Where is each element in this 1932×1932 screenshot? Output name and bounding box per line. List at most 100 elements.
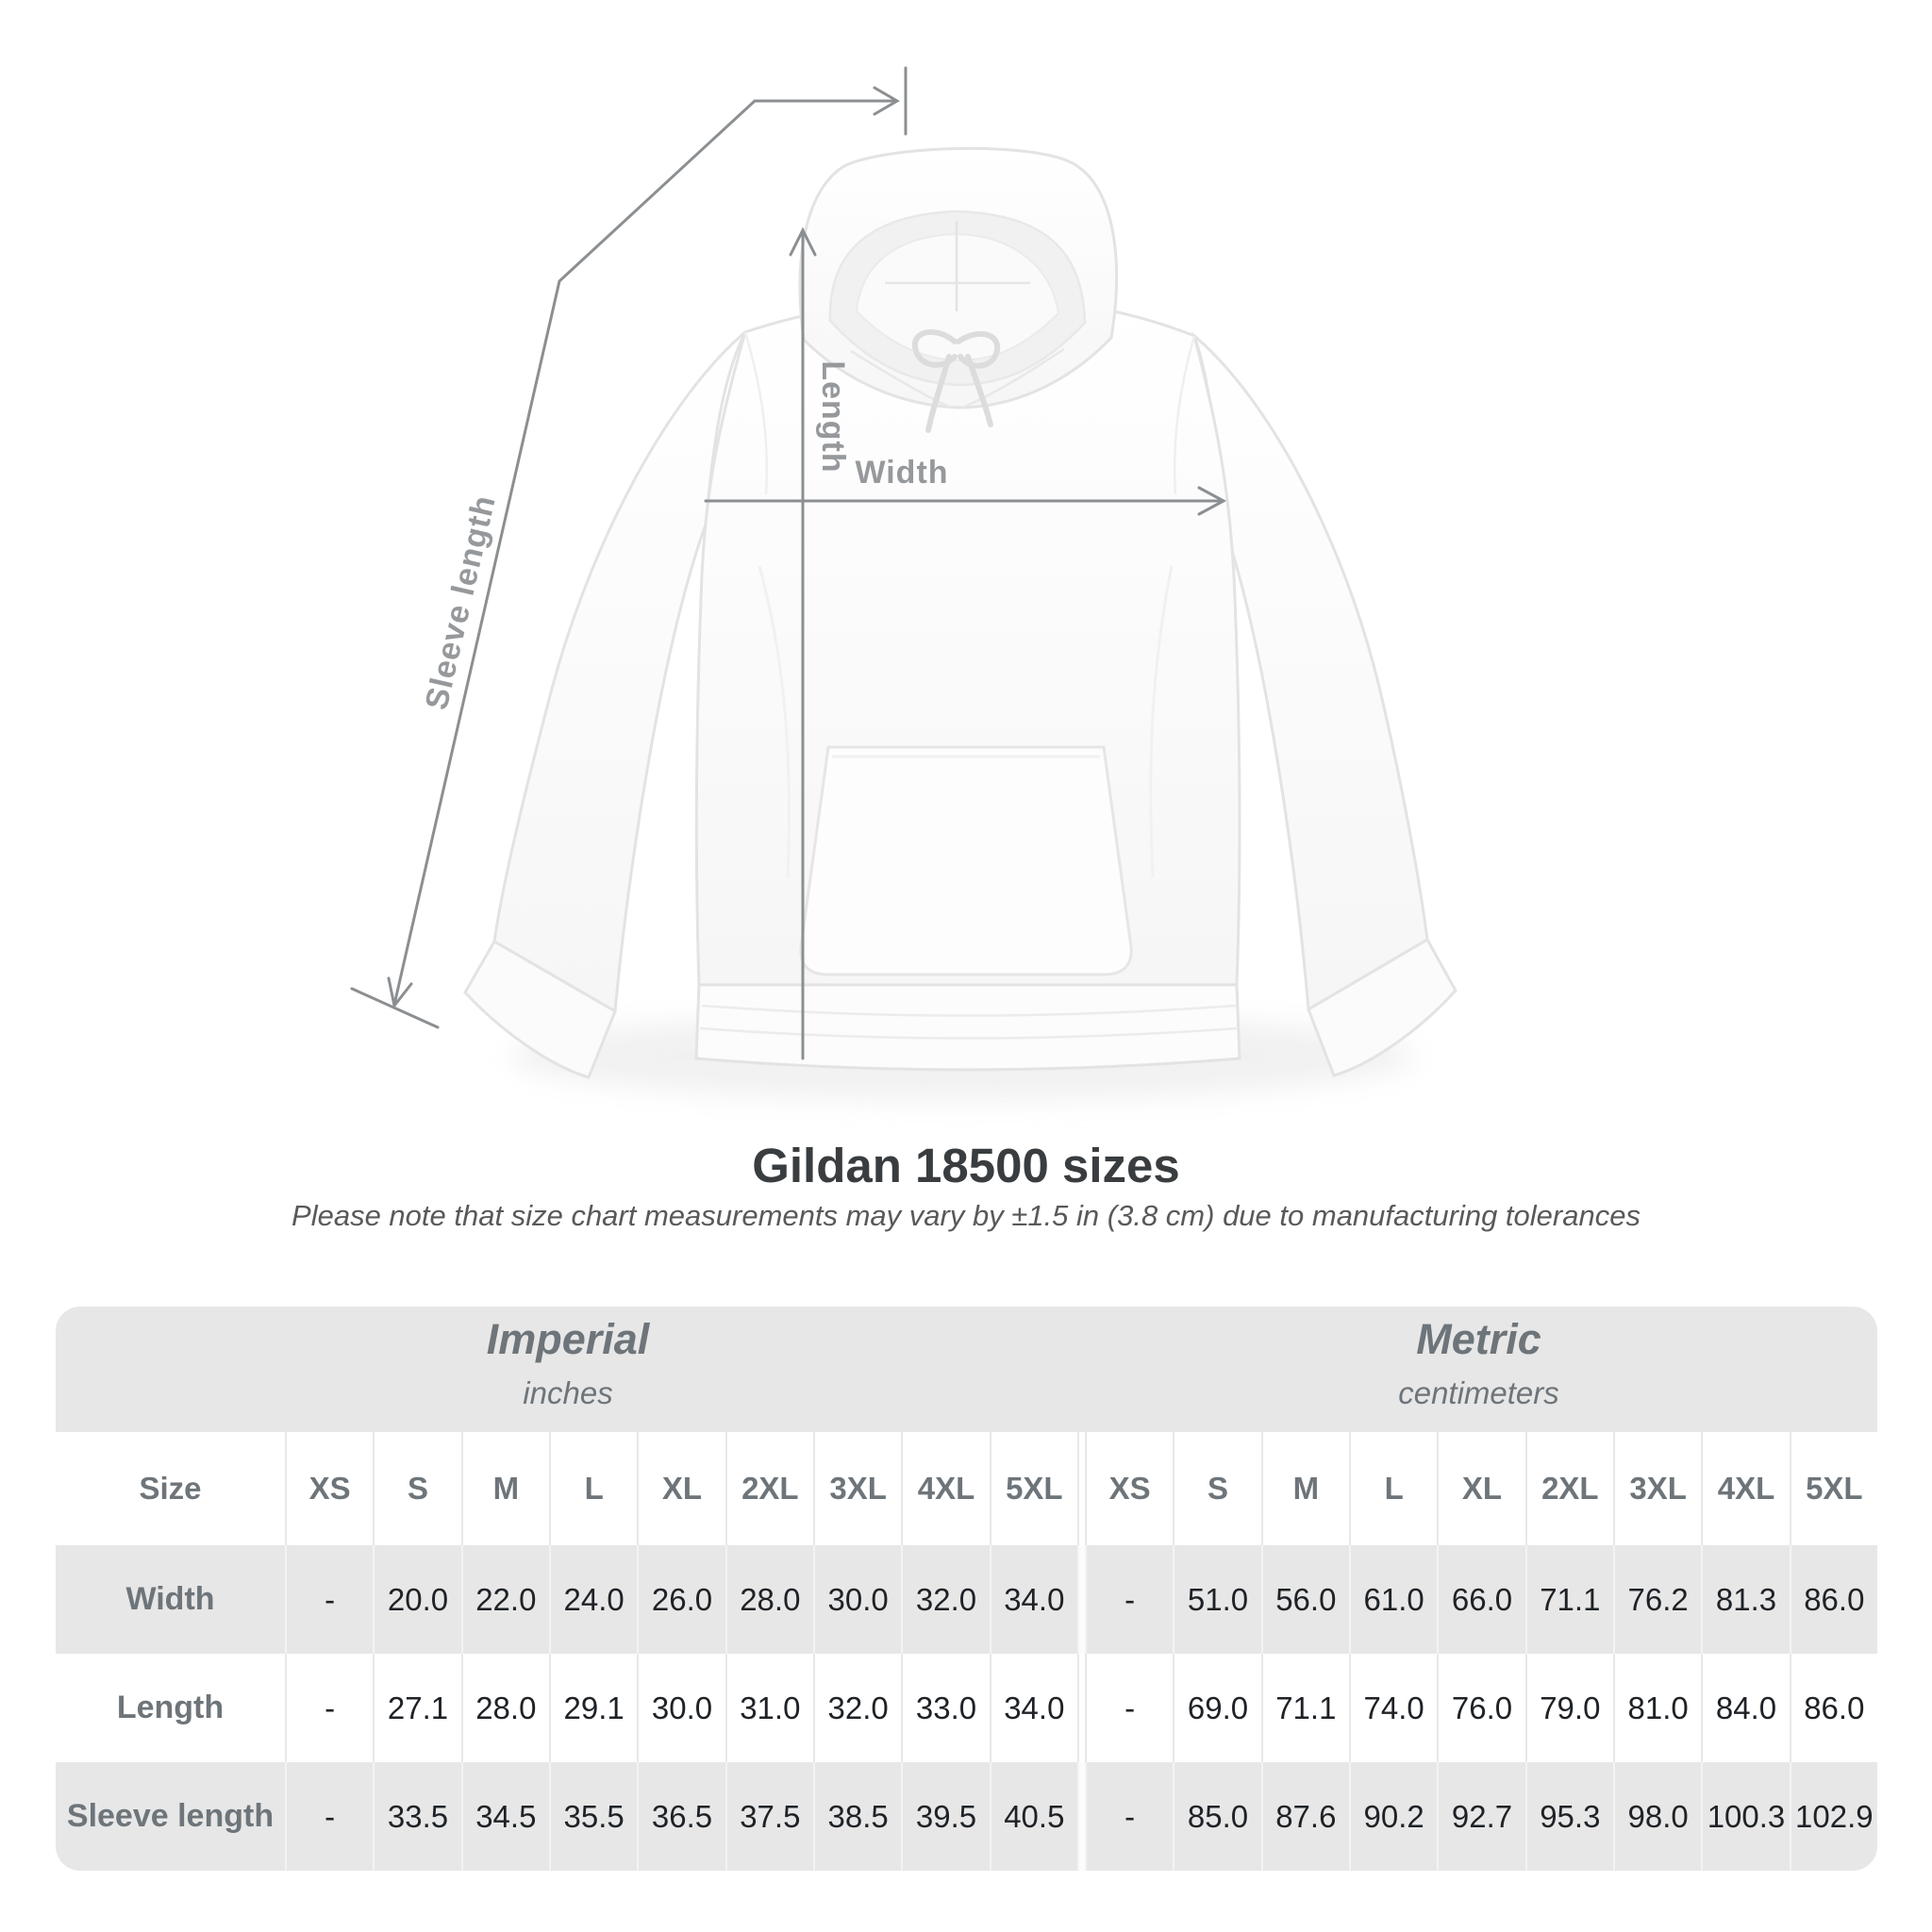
- value-cell: -: [1085, 1762, 1173, 1871]
- value-cell: 100.3: [1701, 1762, 1789, 1871]
- length-label: Length: [815, 360, 851, 473]
- row-label-sleeve-length: Sleeve length: [66, 1798, 275, 1834]
- value-cell: 86.0: [1789, 1545, 1877, 1654]
- value-cell: 34.5: [460, 1762, 549, 1871]
- width-label: Width: [855, 455, 948, 491]
- size-header-cell: Size: [139, 1471, 202, 1506]
- col-header-metric-l: L: [1349, 1432, 1437, 1545]
- value-cell: 31.0: [724, 1654, 813, 1762]
- value-cell: 30.0: [813, 1545, 901, 1654]
- col-header-imperial-xl: XL: [637, 1432, 724, 1545]
- value-cell: 34.0: [989, 1545, 1077, 1654]
- value-cell: 61.0: [1349, 1545, 1437, 1654]
- kangaroo-pocket: [799, 745, 1133, 976]
- value-cell: -: [1085, 1654, 1173, 1762]
- imperial-group-label: Imperial: [486, 1314, 650, 1363]
- value-cell: 51.0: [1173, 1545, 1260, 1654]
- value-cell: 95.3: [1524, 1762, 1613, 1871]
- value-cell: -: [285, 1545, 373, 1654]
- value-cell: 22.0: [460, 1545, 549, 1654]
- value-cell: 92.7: [1437, 1762, 1524, 1871]
- col-header-imperial-5xl: 5XL: [989, 1432, 1077, 1545]
- value-cell: 74.0: [1349, 1654, 1437, 1762]
- imperial-group-header: Imperial inches: [56, 1307, 1080, 1432]
- drawstrings: [911, 329, 1001, 433]
- value-cell: 98.0: [1613, 1762, 1701, 1871]
- value-cell: 40.5: [989, 1762, 1077, 1871]
- col-header-metric-m: M: [1260, 1432, 1349, 1545]
- imperial-group-unit: inches: [523, 1374, 613, 1410]
- col-header-imperial-l: L: [549, 1432, 637, 1545]
- length-arrow: [789, 226, 817, 1060]
- size-header-row: Size XS S M L XL 2XL 3XL 4XL 5XL XS S M …: [56, 1432, 1877, 1545]
- value-cell: 85.0: [1173, 1762, 1260, 1871]
- value-cell: 36.5: [637, 1762, 724, 1871]
- value-cell: 28.0: [724, 1545, 813, 1654]
- table-row-length: Length - 27.1 28.0 29.1 30.0 31.0 32.0 3…: [56, 1654, 1877, 1762]
- col-header-metric-s: S: [1173, 1432, 1260, 1545]
- value-cell: 66.0: [1437, 1545, 1524, 1654]
- table-row-width: Width - 20.0 22.0 24.0 26.0 28.0 30.0 32…: [56, 1545, 1877, 1654]
- value-cell: 27.1: [373, 1654, 460, 1762]
- value-cell: 71.1: [1524, 1545, 1613, 1654]
- value-cell: -: [285, 1654, 373, 1762]
- value-cell: 39.5: [901, 1762, 989, 1871]
- col-header-imperial-4xl: 4XL: [901, 1432, 989, 1545]
- value-cell: 81.3: [1701, 1545, 1789, 1654]
- unit-divider: [1077, 1762, 1085, 1871]
- value-cell: 79.0: [1524, 1654, 1613, 1762]
- value-cell: 35.5: [549, 1762, 637, 1871]
- value-cell: 102.9: [1789, 1762, 1877, 1871]
- value-cell: 69.0: [1173, 1654, 1260, 1762]
- value-cell: 33.0: [901, 1654, 989, 1762]
- col-header-metric-xl: XL: [1437, 1432, 1524, 1545]
- unit-divider: [1077, 1545, 1085, 1654]
- value-cell: 87.6: [1260, 1762, 1349, 1871]
- hem-band: [694, 983, 1241, 1072]
- col-header-metric-3xl: 3XL: [1613, 1432, 1701, 1545]
- value-cell: 37.5: [724, 1762, 813, 1871]
- value-cell: 71.1: [1260, 1654, 1349, 1762]
- value-cell: 76.0: [1437, 1654, 1524, 1762]
- value-cell: 90.2: [1349, 1762, 1437, 1871]
- unit-group-row: Imperial inches Metric centimeters: [56, 1307, 1877, 1432]
- sleeve-length-arrow: [350, 66, 908, 1029]
- value-cell: 38.5: [813, 1762, 901, 1871]
- value-cell: 86.0: [1789, 1654, 1877, 1762]
- metric-group-label: Metric: [1416, 1314, 1541, 1363]
- page-title: Gildan 18500 sizes: [752, 1139, 1180, 1192]
- width-arrow: [704, 486, 1227, 516]
- row-label-length: Length: [116, 1690, 225, 1725]
- value-cell: -: [285, 1762, 373, 1871]
- value-cell: 76.2: [1613, 1545, 1701, 1654]
- left-cuff: [463, 939, 617, 1079]
- row-label-width: Width: [125, 1581, 215, 1617]
- value-cell: 24.0: [549, 1545, 637, 1654]
- col-header-metric-2xl: 2XL: [1524, 1432, 1613, 1545]
- value-cell: 28.0: [460, 1654, 549, 1762]
- col-header-metric-4xl: 4XL: [1701, 1432, 1789, 1545]
- col-header-imperial-3xl: 3XL: [813, 1432, 901, 1545]
- col-header-metric-xs: XS: [1085, 1432, 1173, 1545]
- value-cell: 81.0: [1613, 1654, 1701, 1762]
- metric-group-header: Metric centimeters: [1080, 1307, 1877, 1432]
- metric-group-unit: centimeters: [1398, 1374, 1559, 1410]
- unit-divider: [1077, 1654, 1085, 1762]
- unit-divider: [1077, 1432, 1085, 1545]
- value-cell: 20.0: [373, 1545, 460, 1654]
- hoodie-illustration: [463, 146, 1457, 1100]
- table-row-sleeve-length: Sleeve length - 33.5 34.5 35.5 36.5 37.5…: [56, 1762, 1877, 1871]
- value-cell: 56.0: [1260, 1545, 1349, 1654]
- value-cell: 33.5: [373, 1762, 460, 1871]
- value-cell: 34.0: [989, 1654, 1077, 1762]
- value-cell: -: [1085, 1545, 1173, 1654]
- value-cell: 32.0: [901, 1545, 989, 1654]
- col-header-imperial-xs: XS: [285, 1432, 373, 1545]
- sleeve-length-label: Sleeve length: [419, 491, 503, 713]
- col-header-imperial-2xl: 2XL: [724, 1432, 813, 1545]
- value-cell: 32.0: [813, 1654, 901, 1762]
- col-header-imperial-m: M: [460, 1432, 549, 1545]
- size-table: Imperial inches Metric centimeters Size …: [56, 1307, 1877, 1871]
- value-cell: 84.0: [1701, 1654, 1789, 1762]
